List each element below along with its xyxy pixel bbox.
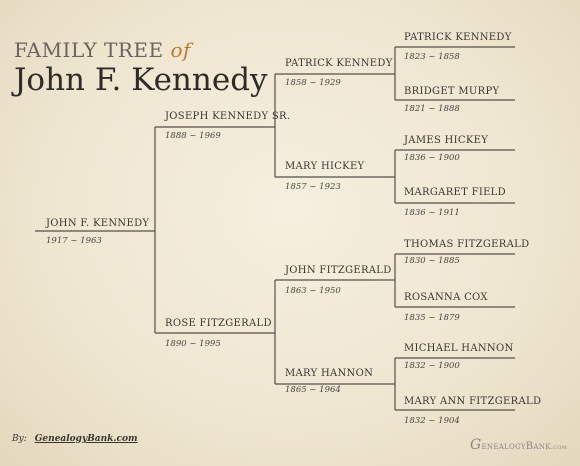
father-name: JOSEPH KENNEDY SR.: [165, 111, 291, 122]
grandparent-3-name: JOHN FITZGERALD: [285, 265, 392, 276]
genealogybank-logo: GenealogyBank.com: [470, 437, 567, 453]
logo-text: enealogyBank: [481, 441, 551, 452]
page-title: John F. Kennedy: [14, 62, 268, 98]
grandparent-4-name: MARY HANNON: [285, 368, 374, 379]
great-grandparent-5-dates: 1830 ~ 1885: [404, 256, 460, 266]
great-grandparent-1-name: PATRICK KENNEDY: [404, 32, 512, 43]
great-grandparent-3-dates: 1836 ~ 1900: [404, 153, 460, 163]
great-grandparent-2-dates: 1821 ~ 1888: [404, 104, 460, 114]
great-grandparent-7-name: MICHAEL HANNON: [404, 343, 514, 354]
mother-name: ROSE FITZGERALD: [165, 318, 272, 329]
grandparent-1-name: PATRICK KENNEDY: [285, 58, 393, 69]
tree-title-of: of: [170, 38, 191, 62]
great-grandparent-3-name: JAMES HICKEY: [404, 135, 489, 146]
grandparent-4-dates: 1865 ~ 1964: [285, 385, 341, 395]
root-dates: 1917 ~ 1963: [46, 236, 102, 246]
great-grandparent-2-name: BRIDGET MURPY: [404, 86, 500, 97]
root-name: JOHN F. KENNEDY: [46, 218, 150, 229]
logo-suffix: .com: [550, 443, 568, 451]
father-dates: 1888 ~ 1969: [165, 131, 221, 141]
grandparent-2-dates: 1857 ~ 1923: [285, 182, 341, 192]
grandparent-3-dates: 1863 ~ 1950: [285, 286, 341, 296]
byline-site-link[interactable]: GenealogyBank.com: [34, 434, 138, 444]
great-grandparent-8-name: MARY ANN FITZGERALD: [404, 396, 542, 407]
grandparent-1-dates: 1858 ~ 1929: [285, 78, 341, 88]
great-grandparent-8-dates: 1832 ~ 1904: [404, 416, 460, 426]
great-grandparent-1-dates: 1823 ~ 1858: [404, 52, 460, 62]
mother-dates: 1890 ~ 1995: [165, 339, 221, 349]
great-grandparent-5-name: THOMAS FITZGERALD: [404, 239, 530, 250]
grandparent-2-name: MARY HICKEY: [285, 161, 365, 172]
great-grandparent-7-dates: 1832 ~ 1900: [404, 361, 460, 371]
byline: By: GenealogyBank.com: [12, 434, 138, 444]
logo-initial: G: [470, 437, 482, 453]
great-grandparent-6-dates: 1835 ~ 1879: [404, 313, 460, 323]
tree-title-prefix: FAMILY TREE of: [14, 38, 191, 62]
great-grandparent-4-name: MARGARET FIELD: [404, 187, 506, 198]
great-grandparent-4-dates: 1836 ~ 1911: [404, 208, 460, 218]
great-grandparent-6-name: ROSANNA COX: [404, 292, 488, 303]
byline-label: By:: [12, 434, 27, 444]
